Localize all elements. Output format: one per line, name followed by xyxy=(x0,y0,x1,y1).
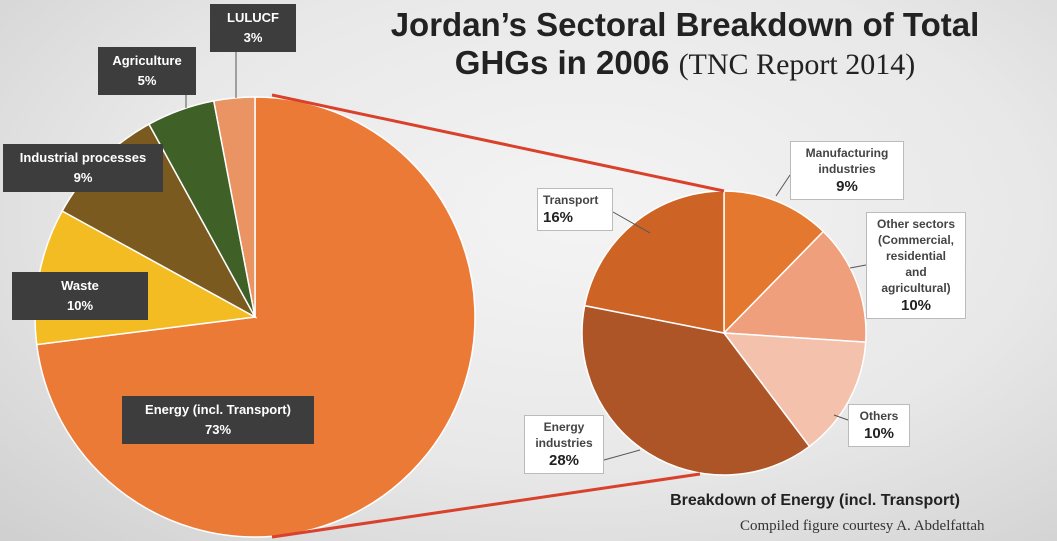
label-transport-pct: 16% xyxy=(543,209,574,226)
label-manufacturing-name-2: industries xyxy=(818,162,876,176)
leader-others xyxy=(833,414,849,421)
pie-slice-lulucf xyxy=(212,96,256,318)
label-energy-industries-pct: 28% xyxy=(548,452,580,469)
label-other-sectors-pct: 10% xyxy=(900,297,932,314)
label-other-sectors-name-2: (Commercial, xyxy=(877,233,955,247)
label-waste-name: Waste xyxy=(61,278,99,293)
label-energy: Energy (incl. Transport) 73% xyxy=(122,396,314,444)
leader-transport xyxy=(612,211,651,234)
figure-credit: Compiled figure courtesy A. Abdelfattah xyxy=(740,518,985,534)
label-other-sectors-name-3: residential xyxy=(885,249,947,263)
label-agriculture-pct: 5% xyxy=(137,73,157,88)
label-agriculture-name: Agriculture xyxy=(112,53,182,68)
pie-slice-manufacturing-industries xyxy=(723,190,825,335)
label-transport-name: Transport xyxy=(543,193,599,207)
label-waste: Waste 10% xyxy=(12,272,148,320)
chart-title-line-1: Jordan’s Sectoral Breakdown of Total xyxy=(390,6,980,43)
label-other-sectors: Other sectors (Commercial, residential a… xyxy=(866,212,966,319)
pie-slice-others xyxy=(722,332,867,448)
leader-energy-industries xyxy=(603,449,641,461)
label-lulucf-pct: 3% xyxy=(243,30,263,45)
label-lulucf: LULUCF 3% xyxy=(210,4,296,52)
label-others: Others 10% xyxy=(848,404,910,447)
label-energy-pct: 73% xyxy=(204,422,232,437)
chart-title-source: (TNC Report 2014) xyxy=(678,48,916,81)
label-transport: Transport 16% xyxy=(537,188,613,231)
label-energy-name: Energy (incl. Transport) xyxy=(145,402,291,417)
label-agriculture: Agriculture 5% xyxy=(98,47,196,95)
label-waste-pct: 10% xyxy=(66,298,94,313)
energy-breakdown-pie-chart xyxy=(581,190,867,476)
pie-connector-lines xyxy=(271,93,725,539)
label-other-sectors-name-4: and xyxy=(905,265,927,279)
chart-title-main: GHGs in 2006 xyxy=(454,44,670,81)
connector-line-top xyxy=(271,93,725,193)
label-leader-lines xyxy=(185,50,867,461)
chart-title-line-2: GHGs in 2006 (TNC Report 2014) xyxy=(340,44,1030,84)
label-manufacturing-name-1: Manufacturing xyxy=(805,146,889,160)
leader-other-sectors xyxy=(849,264,867,269)
connector-line-bottom xyxy=(271,472,701,539)
label-industrial-name: Industrial processes xyxy=(19,150,147,165)
energy-breakdown-title: Breakdown of Energy (incl. Transport) xyxy=(670,492,960,509)
label-energy-industries-name-2: industries xyxy=(535,436,593,450)
pie-slice-energy-industries xyxy=(581,304,811,476)
label-others-pct: 10% xyxy=(863,425,895,442)
leader-manufacturing xyxy=(775,174,791,197)
label-energy-industries: Energy industries 28% xyxy=(524,415,604,474)
label-manufacturing: Manufacturing industries 9% xyxy=(790,141,904,200)
label-lulucf-name: LULUCF xyxy=(227,10,279,25)
pie-slice-other-sectors-commercial-residential-and-agricultural xyxy=(722,230,867,343)
label-industrial-pct: 9% xyxy=(73,170,93,185)
label-industrial-processes: Industrial processes 9% xyxy=(3,144,163,192)
label-others-name: Others xyxy=(859,409,899,423)
label-manufacturing-pct: 9% xyxy=(836,178,858,195)
label-energy-industries-name-1: Energy xyxy=(543,420,585,434)
label-other-sectors-name-1: Other sectors xyxy=(876,217,956,231)
label-other-sectors-name-5: agricultural) xyxy=(881,281,951,295)
